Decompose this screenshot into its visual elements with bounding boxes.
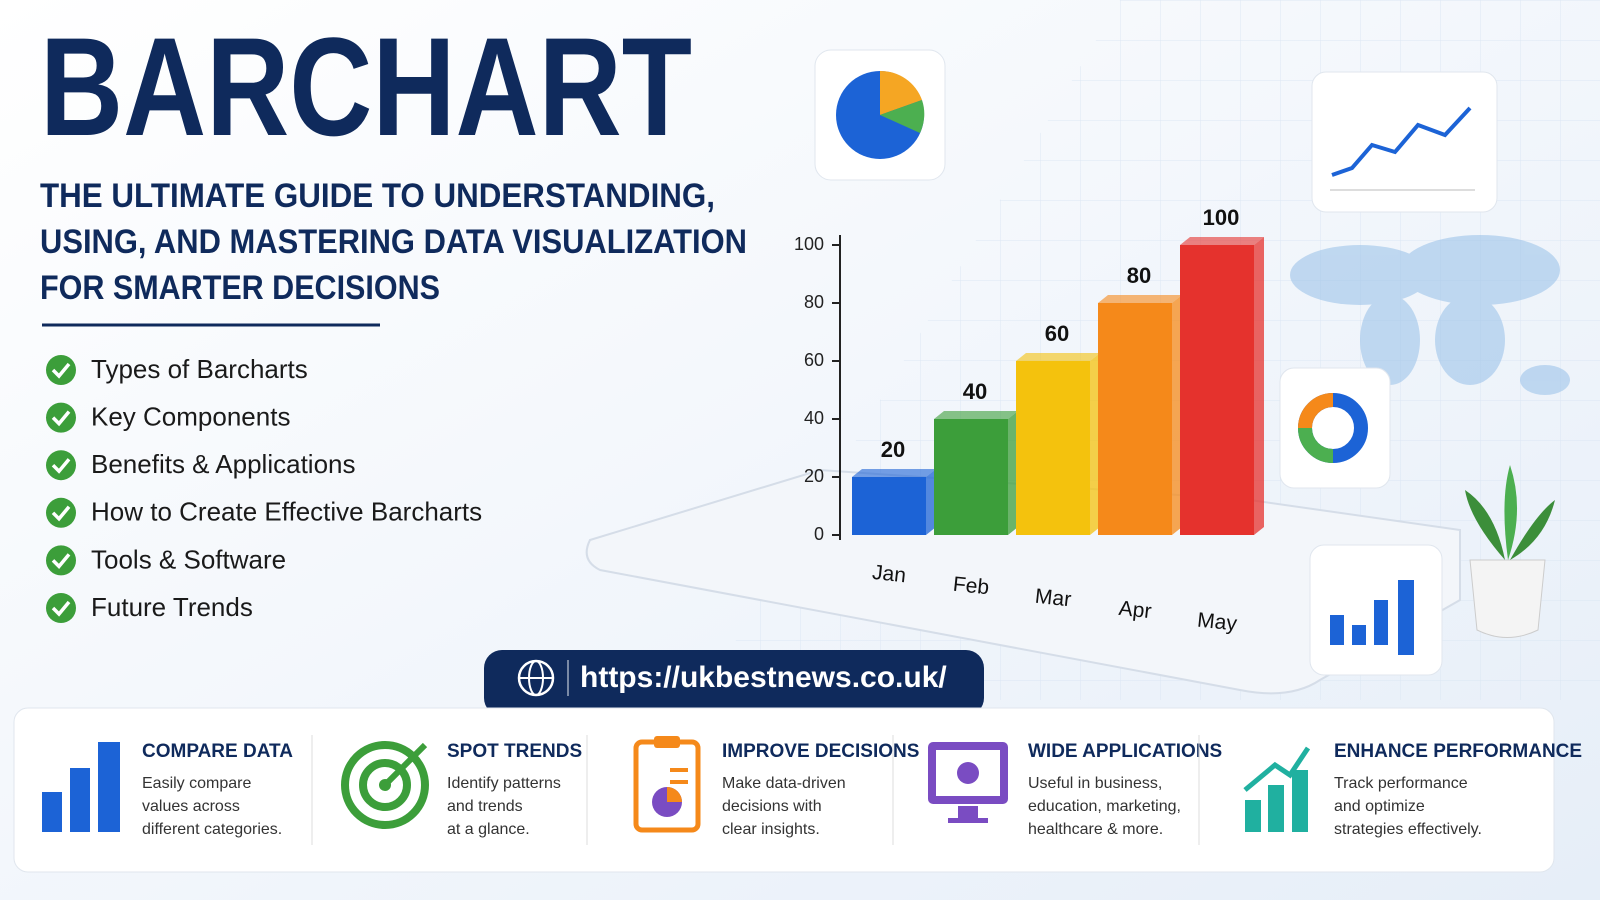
pie-card (814, 49, 946, 181)
bar (852, 477, 926, 535)
check-mark (51, 410, 71, 427)
value-label: 40 (963, 379, 987, 404)
feature-text: Easily compare (142, 775, 251, 792)
bar-chart: 0 20 40 60 80 100 20 Jan 40 Feb 60 Mar 80 Apr 100 May (794, 205, 1264, 636)
subtitle-line: FOR SMARTER DECISIONS (40, 269, 440, 307)
check-mark (51, 505, 71, 522)
bar-top (1180, 237, 1264, 245)
value-label: 80 (1127, 263, 1151, 288)
check-mark (51, 600, 71, 617)
check-icon (46, 402, 76, 433)
world-map (1290, 235, 1570, 395)
x-tick-label: Feb (952, 573, 990, 600)
value-label: 20 (881, 437, 905, 462)
value-label: 60 (1045, 321, 1069, 346)
feature-text: education, marketing, (1028, 798, 1181, 815)
subtitle-line: USING, AND MASTERING DATA VISUALIZATION (40, 223, 747, 261)
bar (1098, 303, 1172, 535)
y-tick-label: 0 (814, 524, 824, 544)
x-tick-label: Apr (1118, 597, 1153, 623)
check-icon (46, 497, 76, 528)
bar-top (934, 411, 1018, 419)
check-mark (51, 553, 71, 569)
feature-text: clear insights. (722, 821, 820, 838)
url[interactable]: https://ukbestnews.co.uk/ (580, 661, 947, 694)
url-pill[interactable]: https://ukbestnews.co.uk/ (484, 650, 984, 716)
checklist-item: How to Create Effective Barcharts (91, 497, 482, 527)
check-mark (51, 362, 71, 379)
bar-top (852, 469, 936, 477)
y-tick-label: 40 (804, 408, 824, 428)
feature-title: IMPROVE DECISIONS (722, 741, 919, 762)
feature-text: different categories. (142, 821, 282, 838)
check-icon (46, 593, 76, 623)
bar-side (1254, 237, 1264, 535)
checklist-item: Future Trends (91, 592, 253, 622)
donut-card (1279, 367, 1391, 489)
feature-title: WIDE APPLICATIONS (1028, 741, 1222, 762)
value-label: 100 (1203, 205, 1240, 230)
subtitle-line: THE ULTIMATE GUIDE TO UNDERSTANDING, (40, 177, 715, 215)
feature-icons (42, 736, 1311, 833)
x-tick-label: Mar (1034, 585, 1072, 612)
bar (1180, 245, 1254, 535)
y-tick-label: 60 (804, 350, 824, 370)
feature-title: ENHANCE PERFORMANCE (1334, 741, 1582, 762)
feature-text: and trends (447, 798, 523, 815)
feature-title: SPOT TRENDS (447, 741, 582, 762)
feature-text: values across (142, 798, 240, 815)
checklist-item: Benefits & Applications (91, 449, 356, 479)
bar-top (1016, 353, 1100, 361)
features: COMPARE DATA Easily compare values across d… (142, 735, 1582, 845)
feature-text: healthcare & more. (1028, 821, 1163, 838)
bar-side (1008, 411, 1018, 535)
bar-top (1098, 295, 1182, 303)
feature-text: Identify patterns (447, 775, 561, 792)
title: BARCHART (40, 8, 692, 165)
bar (934, 419, 1008, 535)
feature-text: at a glance. (447, 821, 530, 838)
bar-side (926, 469, 936, 535)
feature-text: and optimize (1334, 798, 1425, 815)
bar (1016, 361, 1090, 535)
check-icon (46, 355, 76, 385)
plant (1465, 465, 1555, 638)
y-tick-label: 100 (794, 234, 824, 254)
feature-text: Useful in business, (1028, 775, 1162, 792)
check-mark (51, 458, 71, 474)
check-icon (46, 450, 76, 481)
y-tick-label: 80 (804, 292, 824, 312)
feature-title: COMPARE DATA (142, 741, 293, 762)
bar-side (1172, 295, 1182, 535)
y-tick-label: 20 (804, 466, 824, 486)
feature-text: decisions with (722, 798, 822, 815)
x-tick-label: May (1196, 609, 1238, 636)
feature-text: strategies effectively. (1334, 821, 1482, 838)
check-icon (46, 545, 76, 576)
bars-card (1309, 544, 1443, 676)
checklist-item: Tools & Software (91, 544, 286, 574)
feature-text: Track performance (1334, 775, 1468, 792)
checklist-item: Types of Barcharts (91, 354, 308, 384)
feature-text: Make data-driven (722, 775, 846, 792)
line-card (1311, 71, 1498, 213)
bar-side (1090, 353, 1100, 535)
x-tick-label: Jan (871, 561, 907, 587)
checklist: Types of Barcharts Key Components Benefits… (46, 354, 482, 623)
checklist-item: Key Components (91, 401, 290, 431)
